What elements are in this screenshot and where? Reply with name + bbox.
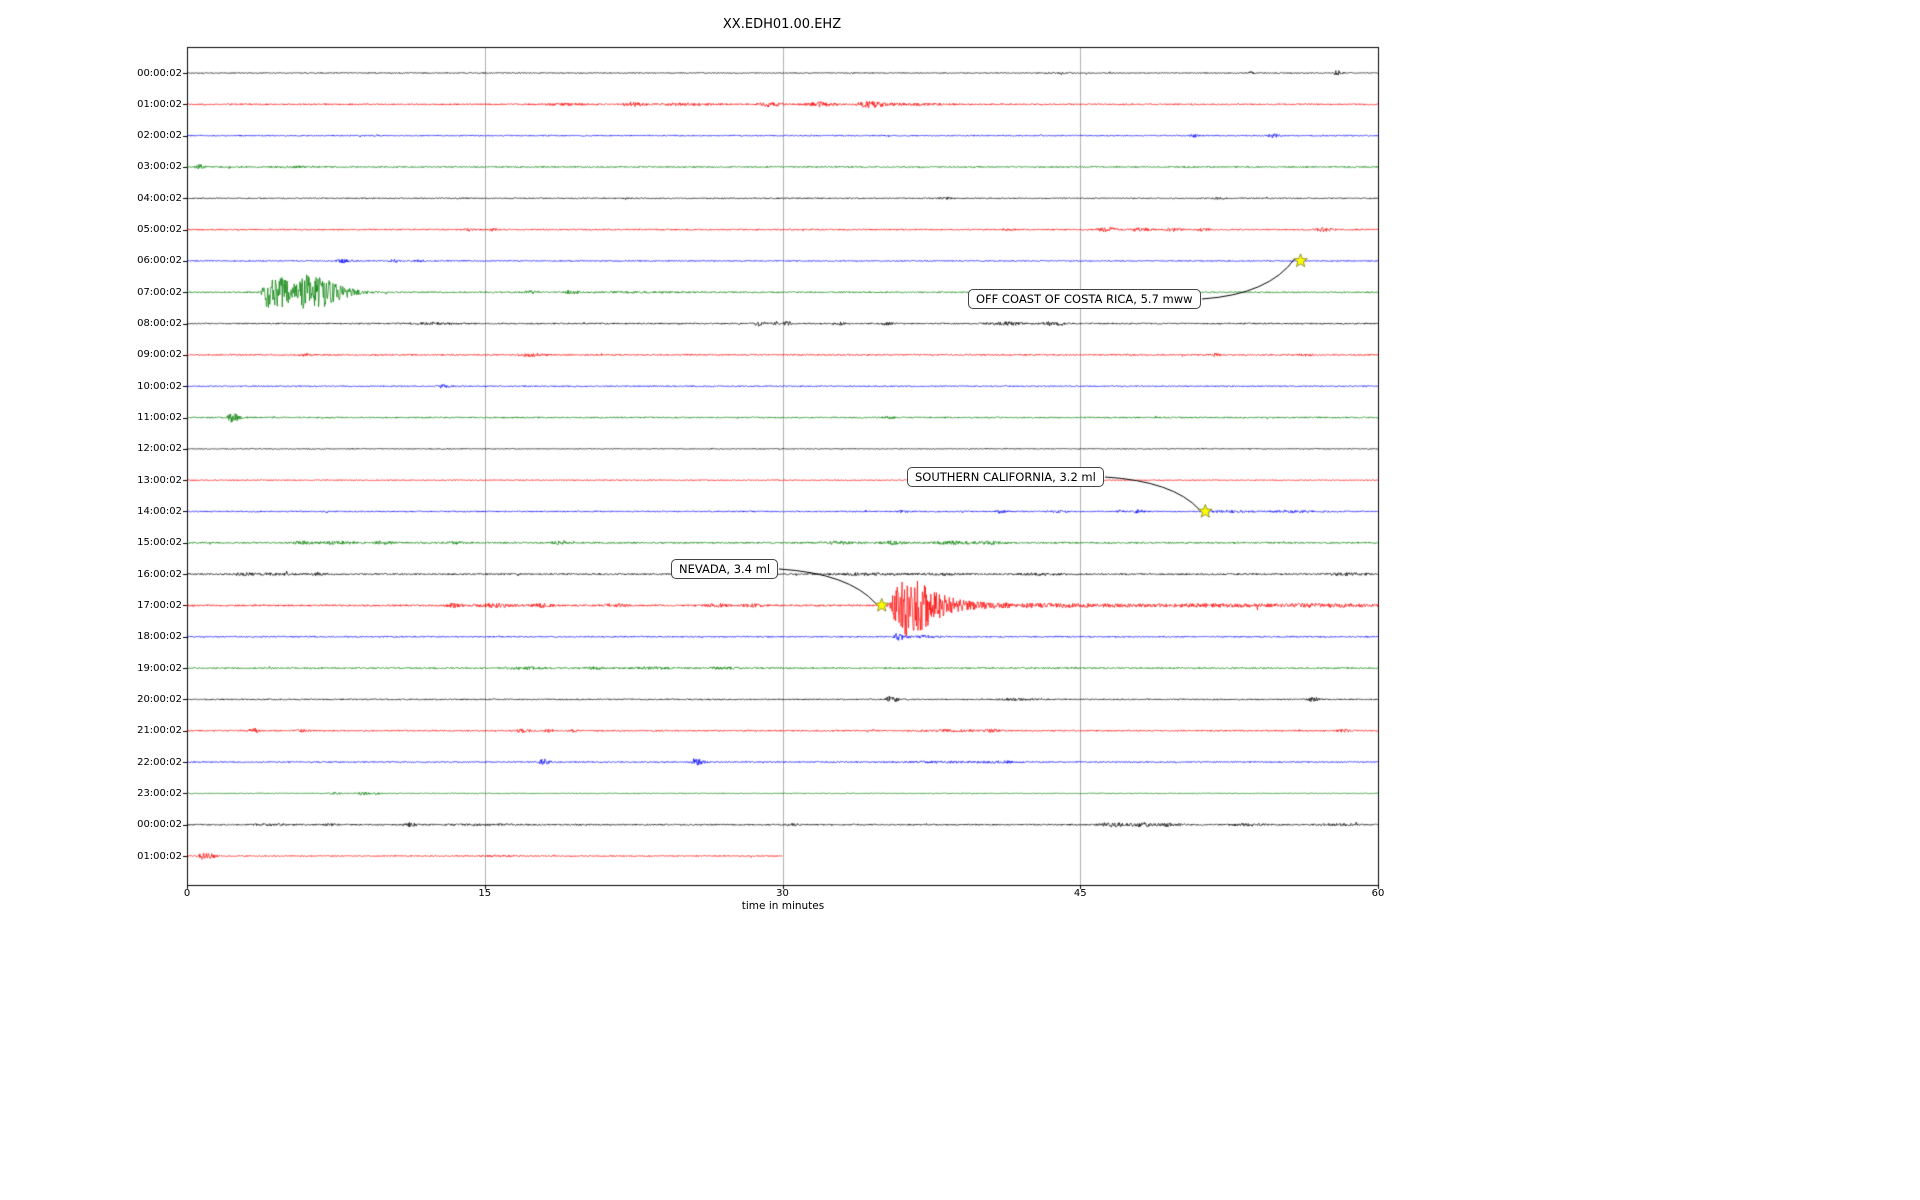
- chart-title: XX.EDH01.00.EHZ: [722, 17, 842, 32]
- row-time-label: 14:00:02: [137, 505, 182, 517]
- x-tick-label: 0: [183, 888, 191, 899]
- event-annotation: SOUTHERN CALIFORNIA, 3.2 ml: [907, 467, 1104, 487]
- x-tick-label: 60: [1371, 888, 1385, 899]
- x-tick-label: 15: [478, 888, 492, 899]
- row-time-label: 10:00:02: [137, 380, 182, 392]
- row-time-label: 08:00:02: [137, 318, 182, 330]
- row-time-label: 16:00:02: [137, 568, 182, 580]
- x-axis-label: time in minutes: [741, 900, 825, 912]
- row-time-label: 20:00:02: [137, 693, 182, 705]
- row-time-label: 03:00:02: [137, 161, 182, 173]
- x-tick-label: 30: [776, 888, 789, 899]
- row-time-label: 05:00:02: [137, 224, 182, 236]
- row-time-label: 18:00:02: [137, 631, 182, 643]
- row-time-label: 06:00:02: [137, 255, 182, 267]
- row-time-label: 21:00:02: [137, 725, 182, 737]
- row-time-label: 02:00:02: [137, 130, 182, 142]
- row-time-label: 09:00:02: [137, 349, 182, 361]
- row-time-label: 17:00:02: [137, 599, 182, 611]
- row-time-label: 15:00:02: [137, 537, 182, 549]
- row-time-label: 12:00:02: [137, 443, 182, 455]
- row-time-label: 01:00:02: [137, 98, 182, 110]
- row-time-label: 19:00:02: [137, 662, 182, 674]
- event-annotation: OFF COAST OF COSTA RICA, 5.7 mww: [968, 289, 1201, 309]
- row-time-label: 11:00:02: [137, 412, 182, 424]
- row-time-label: 00:00:02: [137, 67, 182, 79]
- row-time-label: 00:00:02: [137, 819, 182, 831]
- row-time-label: 23:00:02: [137, 787, 182, 799]
- row-time-label: 22:00:02: [137, 756, 182, 768]
- x-tick-label: 45: [1073, 888, 1087, 899]
- row-time-label: 04:00:02: [137, 192, 182, 204]
- row-time-label: 07:00:02: [137, 286, 182, 298]
- event-annotation: NEVADA, 3.4 ml: [671, 559, 779, 579]
- row-time-label: 13:00:02: [137, 474, 182, 486]
- row-time-label: 01:00:02: [137, 850, 182, 862]
